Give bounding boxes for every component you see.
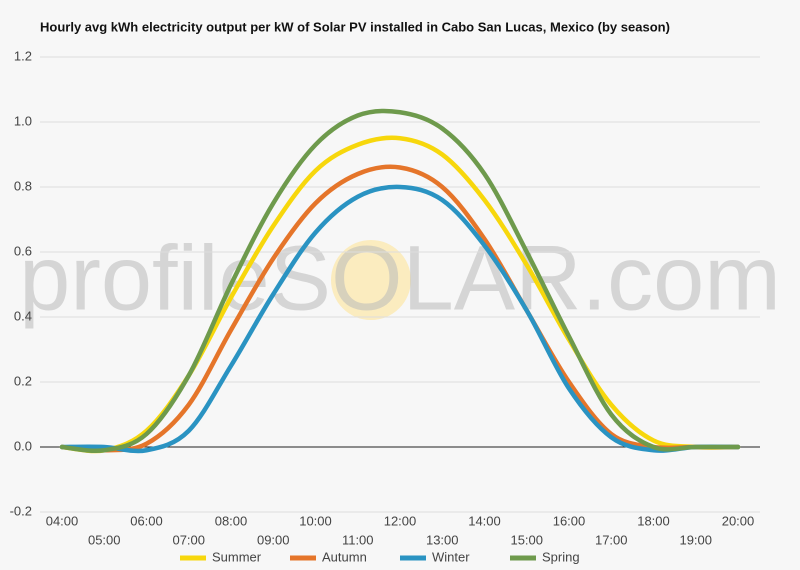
series-line (59, 164, 741, 453)
watermark: profileSOLAR.com (19, 227, 781, 329)
series-line (59, 108, 741, 454)
x-tick-label: 06:00 (130, 513, 163, 528)
y-tick-label: 0.6 (14, 243, 32, 258)
x-tick-label: 10:00 (299, 513, 332, 528)
x-tick-label: 15:00 (510, 532, 543, 547)
series-line (59, 184, 741, 454)
legend-label: Spring (542, 549, 580, 564)
y-tick-label: -0.2 (10, 503, 32, 518)
x-tick-label: 07:00 (172, 532, 205, 547)
y-tick-label: 1.0 (14, 113, 32, 128)
x-tick-label: 12:00 (384, 513, 417, 528)
x-tick-label: 14:00 (468, 513, 501, 528)
y-tick-label: 0.2 (14, 373, 32, 388)
x-tick-label: 16:00 (553, 513, 586, 528)
x-tick-label: 09:00 (257, 532, 290, 547)
x-tick-label: 19:00 (679, 532, 712, 547)
legend-label: Winter (432, 549, 470, 564)
x-tick-label: 05:00 (88, 532, 121, 547)
x-tick-label: 18:00 (637, 513, 670, 528)
y-tick-label: 1.2 (14, 48, 32, 63)
x-tick-label: 20:00 (722, 513, 755, 528)
legend-label: Autumn (322, 549, 367, 564)
x-tick-label: 08:00 (215, 513, 248, 528)
x-tick-label: 04:00 (46, 513, 79, 528)
y-tick-label: 0.0 (14, 438, 32, 453)
y-tick-label: 0.4 (14, 308, 32, 323)
watermark-sun (331, 240, 411, 320)
chart-title: Hourly avg kWh electricity output per kW… (40, 19, 670, 34)
x-tick-label: 11:00 (342, 532, 374, 547)
legend-label: Summer (212, 549, 262, 564)
y-tick-label: 0.8 (14, 178, 32, 193)
x-tick-label: 17:00 (595, 532, 628, 547)
x-tick-label: 13:00 (426, 532, 459, 547)
